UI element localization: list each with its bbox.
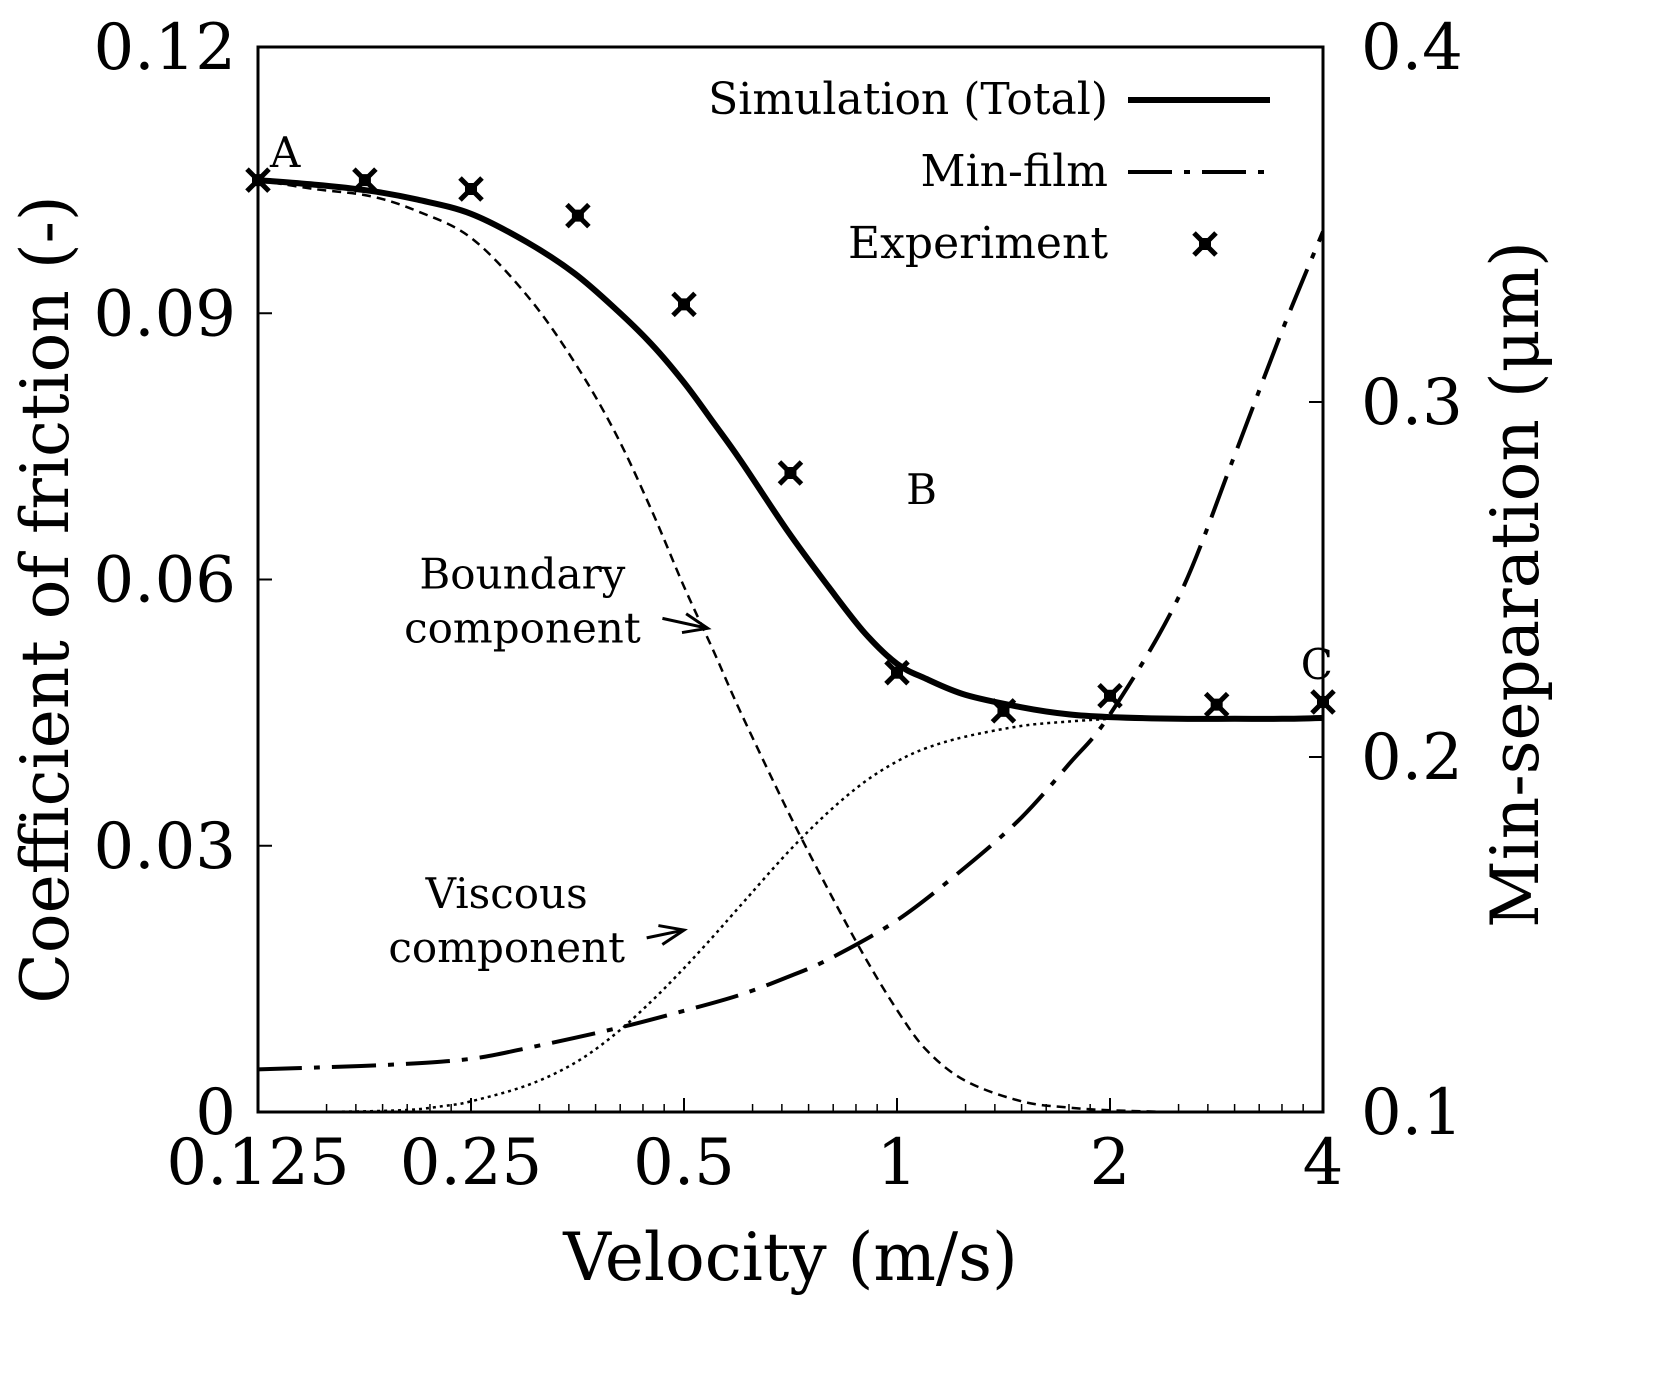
experiment-point (990, 698, 1017, 724)
tick-layer (257, 46, 1324, 1113)
y2-tick-label: 0.1 (1361, 1076, 1463, 1150)
annotation-text: component (388, 923, 625, 972)
x-tick-label: 2 (1090, 1126, 1131, 1200)
legend-experiment-marker (1192, 231, 1218, 257)
legend-swatch-experiment (1192, 231, 1218, 257)
x-axis-title: Velocity (m/s) (562, 1219, 1018, 1296)
series-line-viscous-component (258, 717, 1111, 1112)
y-tick-label: 0.09 (94, 277, 237, 351)
x-tick-label: 4 (1303, 1126, 1344, 1200)
y-axis-title: Coefficient of friction (-) (7, 195, 84, 1003)
annotation-text: Viscous (425, 869, 588, 918)
y2-tick-label: 0.3 (1361, 366, 1463, 440)
annotation-viscous: Viscous component (388, 869, 688, 972)
annotation-arrowhead (681, 612, 712, 635)
annotation-arrow (662, 616, 708, 630)
y-tick-label: 0 (195, 1076, 236, 1150)
series-layer (258, 177, 1323, 1112)
annotation-arrowhead (658, 924, 688, 946)
y2-tick-label: 0.4 (1361, 11, 1463, 85)
legend: Simulation (Total) Min-film Experiment (708, 74, 1270, 269)
y2-tick-label: 0.2 (1361, 721, 1463, 795)
annotation-arrow (646, 928, 685, 940)
annotation-boundary: Boundary component (404, 549, 712, 652)
legend-label-min-film: Min-film (921, 146, 1108, 197)
x-tick-label: 1 (877, 1126, 918, 1200)
experiment-point (458, 176, 484, 202)
point-label-b: B (906, 465, 937, 514)
experiment-point (565, 202, 591, 229)
y-tick-label: 0.12 (94, 11, 237, 85)
point-label-a: A (269, 128, 301, 177)
x-tick-label: 0.25 (400, 1126, 543, 1200)
annotation-text: Boundary (419, 549, 625, 598)
legend-label-experiment: Experiment (848, 218, 1108, 269)
series-line-simulation-total (258, 177, 1323, 722)
experiment-point (884, 659, 910, 686)
legend-label-simulation: Simulation (Total) (708, 74, 1108, 125)
annotation-text: component (404, 603, 641, 652)
y-tick-label: 0.03 (94, 810, 237, 884)
point-label-c: C (1301, 640, 1333, 689)
y2-axis-title: Min-separation (μm) (1477, 241, 1554, 928)
experiment-point (352, 167, 378, 193)
experiment-point (1097, 682, 1123, 709)
experiment-point (671, 291, 697, 318)
x-tick-label: 0.5 (633, 1126, 735, 1200)
label-layer: 0 0.03 0.06 0.09 0.12 0.1 0.2 0.3 0.4 0.125 0.25 0.… (94, 11, 1463, 1200)
y-tick-label: 0.06 (94, 544, 237, 618)
experiment-point (1203, 691, 1230, 718)
experiment-point (777, 460, 804, 486)
x-tick-label: 0.125 (166, 1126, 349, 1200)
